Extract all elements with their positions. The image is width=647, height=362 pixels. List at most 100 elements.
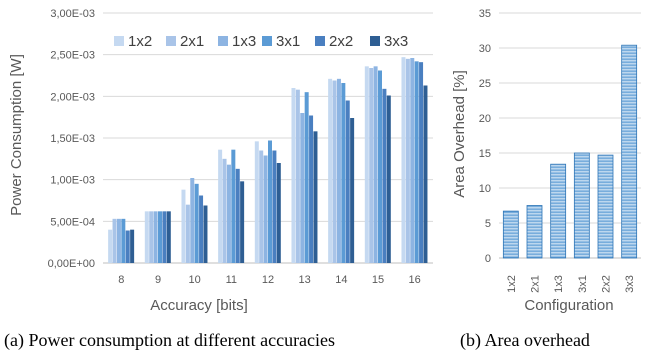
power-x-tick-label: 13 [299,274,311,286]
power-bar-1x2-13 [291,88,296,263]
power-bar-3x1-8 [121,218,126,263]
power-bar-3x3-11 [240,181,245,263]
area-chart-y-tick-labels: 0 5 10 15 20 25 30 35 [479,8,491,265]
power-bar-3x3-8 [130,229,135,263]
area-chart-gridlines [499,12,641,259]
legend-label-2x1: 2x1 [180,33,204,50]
power-bar-1x2-10 [181,189,186,263]
power-bar-1x2-16 [401,57,406,263]
area-bar-3x1 [573,152,590,259]
power-chart-legend: 1x2 2x1 1x3 3x1 2x2 3x3 [114,33,408,50]
legend-label-2x2: 2x2 [329,33,353,50]
legend-swatch-3x3 [370,36,380,46]
power-bar-2x1-11 [222,158,227,263]
power-bar-1x2-8 [108,229,113,263]
power-chart-y-axis-title: Power Consumption [W] [8,54,25,216]
power-bar-1x3-15 [373,66,378,263]
legend-label-3x3: 3x3 [384,33,408,50]
power-bar-3x1-12 [268,140,272,263]
power-bar-3x1-11 [231,149,236,263]
area-y-tick-label: 25 [479,78,491,90]
power-chart-x-axis-title: Accuracy [bits] [150,297,248,314]
power-bar-1x2-12 [254,141,259,263]
power-bar-1x2-11 [218,149,223,263]
area-chart-x-axis-title: Configuration [524,297,613,314]
legend-swatch-1x2 [114,36,124,46]
area-y-tick-label: 30 [479,43,491,55]
power-x-tick-label: 11 [226,274,237,286]
power-x-tick-label: 8 [118,274,124,286]
area-x-tick-label: 3x1 [577,275,589,293]
power-chart-y-tick-labels: 0,00E+00 5,00E-04 1,00E-03 1,50E-03 2,00E-03… [48,8,95,270]
area-y-tick-label: 0 [485,253,491,265]
legend-swatch-2x1 [166,36,176,46]
legend-swatch-2x2 [315,36,325,46]
area-y-tick-label: 20 [479,113,491,125]
area-x-tick-label: 1x3 [553,275,565,293]
power-y-tick-label: 2,00E-03 [50,91,95,103]
power-y-tick-label: 1,00E-03 [50,175,95,187]
power-bar-3x3-12 [276,163,281,263]
power-bar-1x3-16 [410,58,415,263]
power-x-tick-label: 12 [262,274,274,286]
caption-power-consumption: (a) Power consumption at different accur… [4,330,336,350]
power-y-tick-label: 2,50E-03 [50,50,95,62]
power-y-tick-label: 1,50E-03 [50,133,95,145]
power-bar-1x3-11 [226,164,231,263]
area-x-tick-label: 2x2 [601,275,613,293]
power-bar-2x1-13 [295,89,300,264]
power-x-tick-label: 16 [409,274,421,286]
area-bar-2x1 [526,205,543,259]
legend-swatch-3x1 [262,36,272,46]
power-bar-2x1-15 [369,68,374,263]
area-bar-3x3 [621,44,638,259]
power-bar-3x1-16 [414,61,419,264]
power-bar-2x2-15 [382,88,387,263]
power-bar-2x2-8 [125,230,130,263]
power-x-tick-label: 9 [155,274,161,286]
legend-swatch-1x3 [218,36,228,46]
area-chart-x-tick-labels: 1x2 2x1 1x3 3x1 2x2 3x3 [506,275,636,293]
area-bar-2x2 [597,154,614,259]
power-bar-2x1-9 [149,211,154,263]
power-bar-3x3-16 [423,85,428,263]
power-bar-3x1-13 [304,92,309,264]
power-bar-1x3-8 [116,218,121,263]
power-bar-1x3-12 [263,155,268,263]
power-bar-2x2-12 [272,150,277,263]
area-overhead-chart: 0 5 10 15 20 25 30 35 1x2 2x1 1x3 3x1 2x2 3x3 Config… [451,8,641,314]
power-bar-3x3-13 [313,131,318,263]
power-bar-2x1-12 [259,150,264,263]
area-y-tick-label: 35 [479,8,491,20]
legend-label-1x3: 1x3 [232,33,256,50]
power-bar-2x2-14 [345,100,350,263]
power-bar-2x1-8 [112,218,117,263]
power-y-tick-label: 5,00E-04 [50,216,95,228]
power-bar-2x1-14 [332,80,337,263]
power-x-tick-label: 14 [335,274,347,286]
power-bar-3x3-15 [386,95,391,263]
power-bar-2x2-10 [199,195,204,263]
power-y-tick-label: 3,00E-03 [50,8,95,20]
caption-area-overhead: (b) Area overhead [460,330,590,350]
area-x-tick-label: 3x3 [624,275,636,293]
power-x-tick-label: 15 [372,274,384,286]
power-bar-2x1-10 [185,204,190,263]
area-bar-1x2 [502,210,519,259]
power-bar-2x1-16 [405,58,410,264]
power-bar-3x3-14 [350,118,355,263]
power-chart-bars [108,57,428,264]
power-bar-1x3-9 [153,211,158,263]
area-x-tick-label: 1x2 [506,275,518,293]
area-chart-bars [502,44,638,259]
power-bar-1x3-10 [190,178,195,263]
power-bar-2x2-9 [162,211,167,263]
area-y-tick-label: 10 [479,183,491,195]
power-bar-1x3-13 [300,113,305,263]
power-bar-3x1-10 [194,183,199,263]
power-bar-3x1-14 [341,83,346,263]
power-bar-3x1-9 [158,211,162,263]
power-bar-3x3-9 [166,211,171,263]
power-bar-1x2-15 [364,66,369,263]
